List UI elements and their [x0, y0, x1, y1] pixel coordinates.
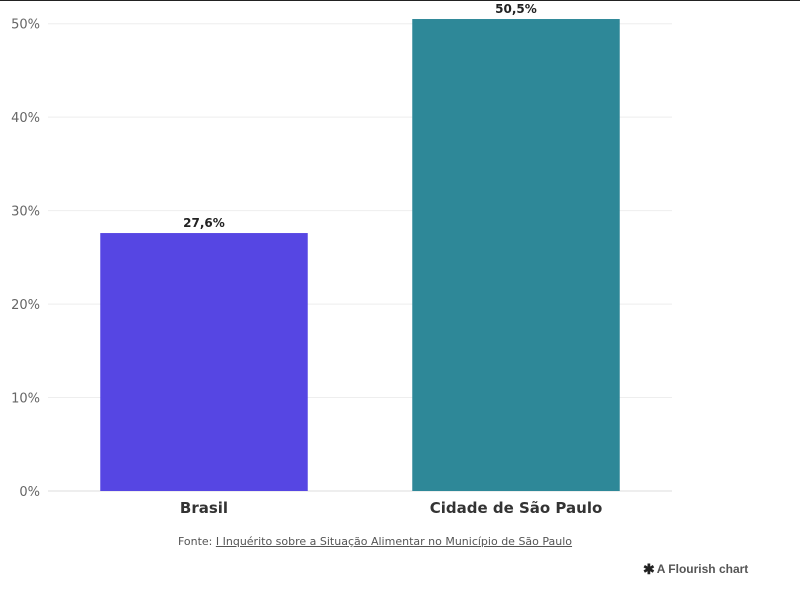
source-note: Fonte: I Inquérito sobre a Situação Alim…	[0, 535, 750, 548]
y-axis-ticks: 0% 10% 20% 30% 40% 50%	[11, 18, 40, 500]
bars	[100, 19, 620, 492]
x-category-label: Cidade de São Paulo	[430, 499, 603, 517]
y-tick-label: 30%	[11, 205, 40, 220]
y-tick-label: 0%	[19, 485, 40, 500]
y-tick-label: 50%	[11, 18, 40, 33]
source-link[interactable]: I Inquérito sobre a Situação Alimentar n…	[215, 535, 573, 548]
bar-value-label: 50,5%	[495, 2, 537, 16]
x-axis-categories: Brasil Cidade de São Paulo	[180, 499, 602, 517]
bar-chart: 0% 10% 20% 30% 40% 50% 27,6% 50,5% Brasil Cidad…	[11, 2, 672, 517]
flourish-asterisk-icon: ✱	[643, 561, 655, 577]
data-labels: 27,6% 50,5%	[183, 2, 537, 230]
y-tick-label: 10%	[11, 392, 40, 407]
y-tick-label: 40%	[11, 111, 40, 126]
y-tick-label: 20%	[11, 298, 40, 313]
bar[interactable]	[100, 233, 308, 492]
top-border	[0, 0, 800, 1]
bar[interactable]	[412, 19, 620, 492]
source-prefix: Fonte:	[177, 535, 216, 548]
flourish-credit-text: A Flourish chart	[656, 562, 749, 576]
bar-value-label: 27,6%	[183, 216, 225, 230]
flourish-credit[interactable]: ✱ A Flourish chart	[643, 561, 748, 577]
x-category-label: Brasil	[180, 499, 228, 517]
